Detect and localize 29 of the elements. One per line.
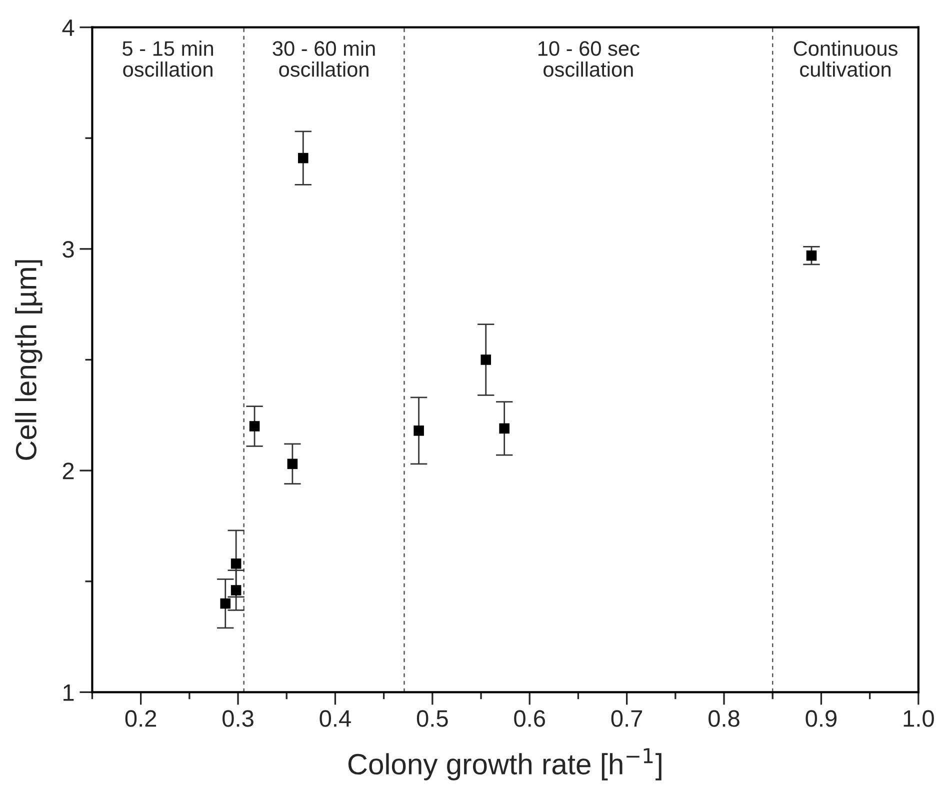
annotation: 5 - 15 min oscillation (122, 40, 213, 77)
annotation: 30 - 60 min oscillation (272, 40, 375, 77)
x-tick-label: 0.9 (806, 710, 837, 727)
point (414, 426, 424, 436)
x-axis-title: Colony growth rate [h$^{−1}$] (348, 748, 662, 780)
x-tick-label: 0.8 (708, 710, 740, 727)
y-tick-label: 3 (62, 241, 74, 258)
point (249, 421, 260, 432)
x-tick-label: 0.6 (514, 710, 545, 727)
x-tick-label: 0.5 (416, 710, 448, 727)
y-tick-label: 2 (62, 462, 74, 480)
annotation: Continuous cultivation (794, 40, 898, 77)
point (220, 598, 231, 609)
point (287, 458, 298, 470)
point (230, 585, 242, 596)
point (298, 152, 308, 164)
x-tick-label: 0.4 (320, 710, 351, 727)
x-tick-label: 0.3 (222, 710, 254, 727)
point (230, 558, 242, 569)
annotation: 10 - 60 sec oscillation (538, 41, 640, 77)
x-tick-label: 1.0 (904, 710, 934, 727)
x-tick-label: 0.2 (125, 710, 156, 727)
y-axis-title: Cell length [µm] (15, 260, 42, 460)
point (499, 423, 510, 434)
x-tick-label: 0.7 (611, 710, 642, 727)
point (806, 250, 817, 261)
y-tick-label: 1 (64, 684, 74, 701)
point (480, 354, 492, 365)
y-tick-label: 4 (62, 20, 74, 36)
